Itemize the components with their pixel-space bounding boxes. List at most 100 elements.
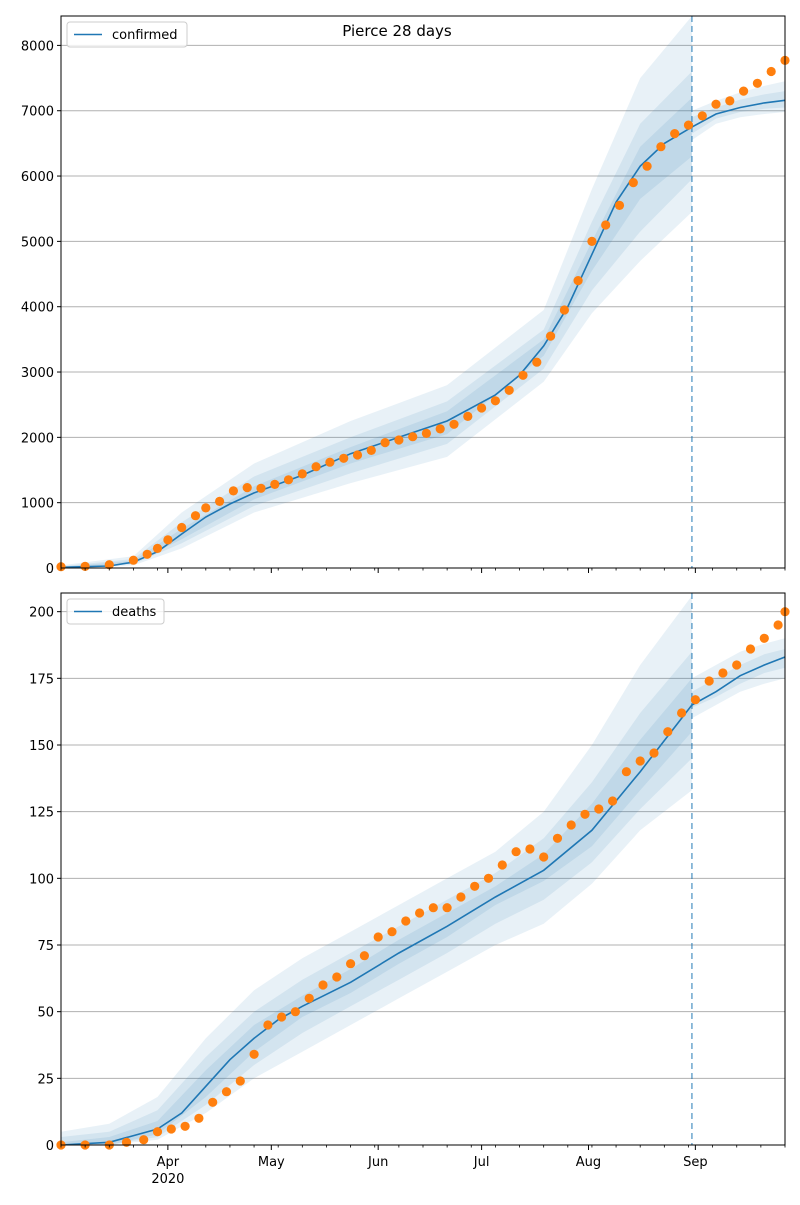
observed-point	[449, 419, 459, 429]
x-tick-label: Jun	[367, 1155, 388, 1170]
observed-point	[415, 908, 425, 918]
model-line	[60, 656, 786, 1146]
observed-point	[359, 951, 369, 961]
observed-point	[663, 727, 673, 737]
observed-point	[670, 129, 680, 139]
observed-point	[346, 959, 356, 969]
observed-point	[152, 1127, 163, 1137]
chart-title: Pierce 28 days	[342, 22, 452, 40]
observed-point	[697, 111, 707, 121]
observed-point	[552, 833, 563, 843]
observed-point	[408, 432, 418, 442]
observed-point	[766, 66, 776, 77]
observed-point	[325, 457, 335, 467]
observed-point	[677, 708, 687, 718]
observed-point	[525, 844, 535, 854]
observed-point	[283, 475, 294, 485]
y-tick-label: 25	[37, 1072, 54, 1087]
observed-point	[380, 438, 390, 448]
observed-point	[566, 820, 576, 830]
observed-point	[725, 96, 735, 106]
observed-point	[477, 403, 487, 413]
observed-point	[208, 1097, 218, 1107]
legend-label: deaths	[112, 605, 157, 620]
observed-point	[504, 385, 514, 395]
uncertainty-band	[61, 595, 692, 1145]
y-tick-label: 3000	[21, 366, 54, 381]
y-tick-label: 100	[29, 872, 54, 887]
y-tick-label: 4000	[21, 301, 54, 316]
observed-point	[339, 453, 349, 463]
legend-box	[66, 598, 165, 625]
observed-point	[256, 483, 266, 493]
observed-point	[690, 695, 701, 705]
observed-point	[442, 903, 452, 913]
observed-point	[201, 503, 211, 513]
x-tick-label: Jul	[473, 1155, 490, 1170]
y-tick-label: 175	[29, 672, 54, 687]
observed-point	[490, 396, 500, 406]
observed-point	[180, 1121, 190, 1131]
observed-point	[190, 511, 201, 521]
observed-point	[511, 847, 521, 857]
x-tick-label: May	[258, 1155, 285, 1170]
observed-point	[332, 972, 342, 982]
observed-point	[177, 522, 187, 533]
y-tick-label: 125	[29, 806, 54, 821]
y-tick-label: 7000	[21, 105, 54, 120]
observed-point	[587, 236, 597, 246]
uncertainty-band	[691, 638, 785, 719]
observed-point	[642, 161, 652, 171]
observed-point	[532, 357, 542, 367]
y-tick-label: 0	[46, 1139, 54, 1154]
observed-point	[249, 1049, 259, 1059]
observed-point	[304, 993, 314, 1003]
observed-point	[401, 916, 411, 926]
observed-point	[366, 445, 376, 455]
legend-label: confirmed	[112, 28, 178, 43]
deaths-panel: 0 25 50 75 100 125 150 175 200 Apr May Jun Jul Aug Sep…	[29, 592, 790, 1187]
observed-point	[270, 479, 280, 489]
observed-point	[608, 796, 618, 806]
observed-point	[621, 767, 632, 777]
observed-point	[628, 178, 638, 188]
observed-point	[435, 424, 445, 434]
observed-point	[139, 1135, 149, 1145]
y-tick-label: 6000	[21, 170, 54, 185]
observed-point	[649, 748, 659, 758]
x-tick-label: Aug	[576, 1155, 601, 1170]
observed-point	[656, 142, 666, 152]
observed-point	[163, 535, 173, 545]
observed-point	[228, 486, 238, 496]
observed-point	[594, 804, 604, 814]
observed-point	[128, 555, 138, 565]
observed-point	[683, 120, 694, 130]
uncertainty-band	[691, 81, 785, 141]
observed-point	[759, 633, 769, 643]
y-tick-label: 1000	[21, 497, 54, 512]
observed-point	[463, 411, 473, 421]
legend-box	[66, 21, 188, 48]
observed-point	[352, 450, 363, 460]
observed-point	[387, 927, 397, 937]
y-tick-label: 5000	[21, 235, 54, 250]
observed-point	[614, 200, 625, 210]
observed-point	[718, 668, 728, 678]
observed-point	[221, 1087, 232, 1097]
observed-point	[104, 560, 114, 570]
uncertainty-band	[691, 91, 785, 134]
observed-point	[121, 1137, 132, 1147]
observed-point	[711, 99, 721, 109]
observed-point	[297, 469, 307, 479]
observed-point	[704, 676, 714, 686]
x-tick-label: Apr	[157, 1155, 180, 1170]
observed-point	[215, 496, 225, 506]
observed-point	[235, 1076, 245, 1086]
observed-point	[242, 483, 252, 493]
y-tick-label: 2000	[21, 431, 54, 446]
observed-point	[80, 561, 90, 572]
observed-point	[539, 852, 549, 862]
y-tick-label: 8000	[21, 39, 54, 54]
